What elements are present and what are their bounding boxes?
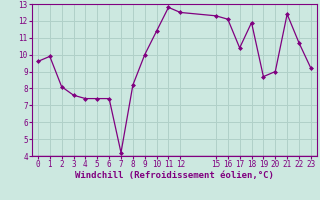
X-axis label: Windchill (Refroidissement éolien,°C): Windchill (Refroidissement éolien,°C) [75,171,274,180]
